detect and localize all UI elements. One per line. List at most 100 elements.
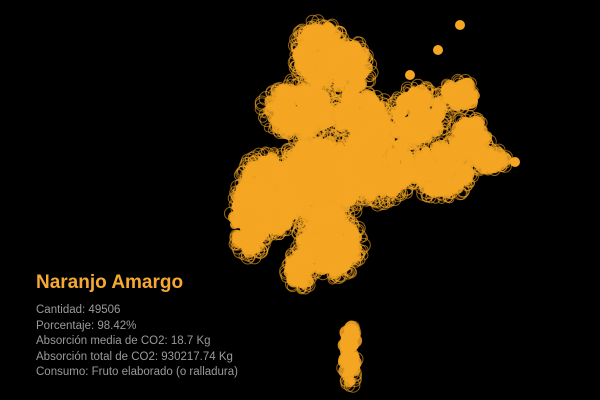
tree-dot	[315, 224, 330, 239]
tree-dot	[447, 178, 460, 192]
tree-dot	[232, 192, 245, 204]
tree-dot	[292, 209, 301, 217]
tree-dot	[350, 170, 366, 186]
tree-dot	[294, 58, 307, 71]
tree-dot	[328, 161, 337, 170]
tree-dot	[314, 139, 328, 153]
tree-dot	[273, 99, 283, 110]
tree-dot	[365, 188, 377, 200]
tree-dot	[414, 101, 423, 110]
tree-dot	[288, 264, 299, 275]
tree-dot	[339, 356, 349, 365]
total-co2-text: Absorción total de CO2: 930217.74 Kg	[36, 350, 233, 363]
tree-dot	[423, 162, 439, 177]
tree-dot	[250, 213, 260, 223]
tree-dot	[298, 30, 307, 40]
tree-dot	[433, 45, 443, 55]
tree-dot	[334, 59, 345, 70]
tree-dot	[270, 92, 278, 100]
tree-dot	[458, 169, 472, 182]
tree-dot	[400, 124, 412, 136]
tree-dot	[319, 44, 333, 58]
tree-dot	[397, 107, 408, 118]
tree-dot	[320, 86, 334, 100]
tree-dot	[237, 230, 251, 244]
tree-dot	[294, 130, 308, 144]
tree-dot	[292, 120, 303, 132]
tree-dot	[351, 245, 360, 254]
tree-dot	[370, 106, 383, 120]
tree-dot	[254, 102, 268, 116]
species-info-panel: Naranjo Amargo Cantidad: 49506 Porcentaj…	[36, 272, 238, 381]
tree-dot	[265, 85, 281, 100]
tree-dot	[257, 112, 268, 123]
tree-dot	[315, 156, 329, 169]
tree-dot	[417, 114, 430, 127]
tree-dot	[275, 195, 285, 205]
tree-dot	[299, 195, 307, 203]
tree-dot	[347, 39, 355, 47]
tree-dot	[350, 116, 364, 130]
tree-dot	[277, 172, 293, 187]
avg-co2-text: Absorción media de CO2: 18.7 Kg	[36, 335, 211, 347]
tree-dot	[297, 107, 310, 120]
tree-dot	[301, 127, 317, 143]
tree-dot	[303, 229, 318, 244]
tree-dot	[284, 211, 294, 221]
tree-dot	[312, 89, 321, 98]
tree-dot	[364, 65, 379, 80]
tree-dot	[320, 132, 329, 140]
tree-dot	[351, 36, 364, 49]
tree-dot	[283, 107, 296, 120]
tree-dot	[275, 108, 286, 118]
species-title: Naranjo Amargo	[36, 272, 184, 293]
tree-dot	[462, 133, 473, 144]
tree-dot	[277, 83, 291, 97]
tree-dot	[436, 144, 449, 157]
tree-dot	[288, 38, 303, 53]
tree-dot	[238, 159, 253, 174]
tree-dot	[510, 157, 520, 167]
tree-dot	[420, 154, 429, 164]
tree-dot	[337, 119, 348, 130]
tree-dot	[269, 178, 282, 191]
tree-dot	[451, 98, 463, 111]
tree-dot	[364, 176, 376, 189]
tree-dot	[347, 363, 361, 377]
tree-dot	[296, 251, 304, 259]
tree-dot	[405, 70, 415, 80]
tree-dot	[421, 94, 432, 104]
tree-dot	[322, 182, 337, 197]
tree-dot	[377, 176, 385, 185]
tree-dot	[296, 85, 311, 100]
tree-dot	[364, 96, 377, 109]
tree-dot	[344, 323, 359, 339]
tree-dot	[337, 37, 350, 51]
tree-dot	[283, 100, 293, 111]
tree-dot	[348, 40, 361, 52]
tree-dot	[354, 51, 368, 65]
tree-dot	[451, 144, 466, 158]
tree-dot	[270, 148, 279, 157]
tree-dot	[365, 124, 379, 138]
tree-dot	[246, 192, 259, 205]
tree-dot	[359, 144, 369, 154]
tree-dot	[307, 36, 317, 46]
tree-dot	[271, 221, 286, 236]
tree-dot	[301, 97, 309, 106]
tree-dot	[372, 140, 388, 156]
tree-dot	[409, 110, 420, 121]
tree-dot	[260, 160, 268, 169]
consumption-text: Consumo: Fruto elaborado (o ralladura)	[36, 366, 238, 378]
tree-dot	[308, 25, 316, 33]
tree-dot	[339, 101, 353, 115]
tree-dot	[251, 165, 262, 177]
tree-dot	[344, 252, 358, 266]
tree-dot	[390, 177, 404, 190]
tree-dot	[332, 112, 342, 122]
tree-dot	[304, 64, 315, 75]
tree-dot	[247, 242, 260, 255]
tree-dot	[409, 172, 421, 184]
